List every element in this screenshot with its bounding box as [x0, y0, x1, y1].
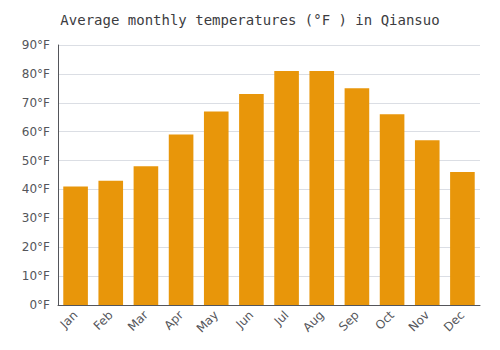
svg-text:Oct: Oct [372, 308, 397, 333]
svg-text:Mar: Mar [125, 308, 151, 334]
svg-text:Average monthly temperatures (: Average monthly temperatures (°F ) in Qi… [60, 12, 439, 28]
svg-text:Feb: Feb [91, 308, 116, 333]
svg-text:Jul: Jul [271, 308, 292, 329]
svg-text:40°F: 40°F [22, 182, 50, 196]
svg-text:10°F: 10°F [22, 269, 50, 283]
svg-text:Sep: Sep [336, 308, 362, 334]
svg-text:Apr: Apr [161, 308, 186, 333]
svg-text:Jun: Jun [233, 308, 257, 332]
svg-text:Aug: Aug [300, 308, 326, 334]
svg-text:Jan: Jan [57, 308, 81, 332]
svg-text:May: May [194, 308, 221, 335]
svg-text:60°F: 60°F [22, 125, 50, 139]
svg-text:20°F: 20°F [22, 240, 50, 254]
svg-text:70°F: 70°F [22, 96, 50, 110]
svg-text:80°F: 80°F [22, 67, 50, 81]
svg-text:90°F: 90°F [22, 38, 50, 52]
svg-text:Nov: Nov [406, 308, 432, 334]
svg-text:30°F: 30°F [22, 211, 50, 225]
svg-text:Dec: Dec [441, 308, 467, 334]
svg-text:0°F: 0°F [29, 298, 50, 312]
svg-text:50°F: 50°F [22, 154, 50, 168]
